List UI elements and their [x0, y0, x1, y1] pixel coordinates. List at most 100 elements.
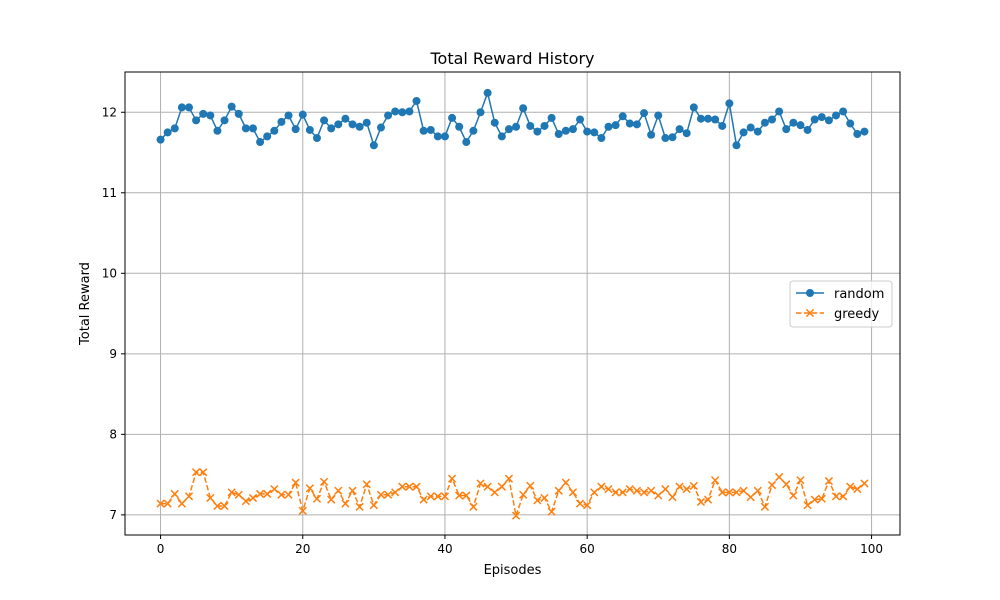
data-point	[355, 122, 364, 131]
data-point	[263, 132, 272, 141]
data-point	[426, 125, 435, 134]
y-tick-label: 11	[102, 186, 117, 200]
x-tick-label: 60	[580, 542, 595, 556]
data-point	[476, 108, 485, 117]
data-point	[469, 126, 478, 135]
data-point	[682, 129, 691, 138]
legend-item-greedy: greedy	[796, 307, 880, 322]
data-point	[838, 492, 848, 501]
data-point	[440, 492, 450, 501]
data-point	[590, 488, 599, 497]
data-point	[327, 495, 336, 504]
data-point	[803, 125, 812, 134]
data-point	[184, 103, 193, 112]
plot-frame	[124, 71, 901, 536]
data-point	[255, 489, 265, 499]
data-point	[334, 120, 343, 129]
data-point	[604, 484, 613, 494]
data-point	[704, 114, 713, 123]
data-point	[512, 122, 521, 131]
data-point	[312, 134, 321, 143]
data-point	[583, 127, 592, 136]
data-point	[462, 491, 471, 500]
data-point	[455, 122, 464, 131]
data-point	[284, 490, 293, 499]
series-layer	[156, 88, 869, 520]
data-point	[504, 125, 513, 134]
data-point	[327, 124, 336, 133]
data-point	[810, 495, 819, 504]
data-point	[391, 107, 400, 116]
ticks: 0 20 40 60 80 100 7 8 9 10 11 12	[102, 105, 883, 556]
data-point	[718, 121, 727, 130]
data-point	[270, 126, 279, 135]
data-point	[469, 502, 478, 511]
data-point	[405, 482, 414, 491]
data-point	[860, 479, 869, 488]
data-point	[753, 486, 762, 495]
data-point	[561, 126, 570, 135]
data-point	[632, 120, 641, 129]
data-point	[760, 118, 769, 127]
data-point	[248, 124, 257, 133]
data-point	[199, 109, 208, 118]
x-tick-label: 20	[295, 542, 310, 556]
grid	[125, 72, 900, 535]
data-point	[490, 118, 499, 127]
data-point	[284, 111, 293, 120]
data-point	[810, 115, 819, 124]
data-point	[739, 128, 748, 137]
data-point	[220, 116, 229, 125]
data-point	[305, 125, 314, 134]
data-point	[256, 138, 265, 147]
data-point	[824, 116, 833, 125]
data-point	[447, 474, 457, 483]
data-point	[618, 112, 627, 121]
data-point	[391, 488, 400, 497]
legend-item-random: random	[796, 287, 884, 302]
legend: random greedy	[789, 280, 893, 328]
y-tick-label: 10	[102, 266, 117, 280]
data-point	[206, 111, 215, 120]
data-point	[156, 499, 165, 508]
data-point	[675, 482, 684, 491]
data-point	[540, 121, 549, 130]
data-point	[796, 476, 805, 485]
data-point	[398, 482, 407, 491]
data-point	[689, 481, 698, 491]
data-point	[632, 486, 642, 495]
data-point	[241, 124, 250, 133]
data-point	[398, 108, 407, 117]
y-tick-label: 9	[109, 347, 117, 361]
data-point	[824, 476, 834, 486]
data-point	[348, 486, 357, 495]
data-point	[860, 127, 869, 136]
data-point	[483, 88, 492, 97]
data-point	[419, 495, 428, 504]
data-point	[476, 479, 485, 488]
data-point	[291, 125, 300, 134]
data-point	[376, 490, 386, 499]
data-point	[732, 488, 741, 497]
data-point	[305, 484, 314, 493]
data-point	[369, 501, 378, 510]
data-point	[760, 502, 770, 511]
y-tick-label: 7	[109, 508, 117, 522]
data-point	[668, 493, 677, 502]
data-point	[234, 109, 243, 118]
data-point	[547, 507, 556, 516]
data-point	[711, 115, 720, 124]
data-point	[839, 107, 848, 116]
series-random	[156, 88, 869, 150]
data-point	[611, 121, 620, 130]
data-point	[490, 488, 499, 497]
data-point	[853, 130, 862, 139]
data-point	[846, 482, 855, 491]
data-point	[668, 133, 677, 142]
data-point	[675, 125, 684, 134]
data-point	[163, 499, 172, 508]
x-tick-label: 40	[437, 542, 452, 556]
data-point	[191, 468, 201, 477]
data-point	[511, 511, 521, 520]
